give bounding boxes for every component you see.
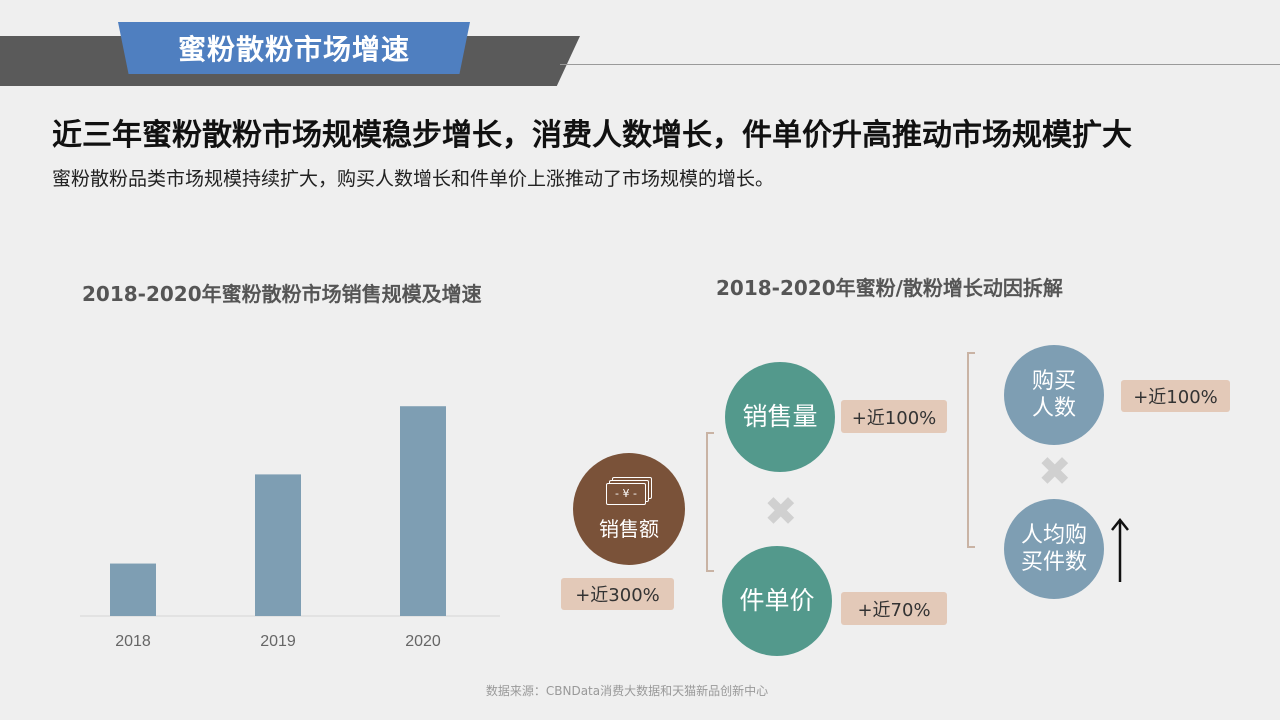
bar-2019: [255, 474, 301, 616]
subheadline: 蜜粉散粉品类市场规模持续扩大，购买人数增长和件单价上涨推动了市场规模的增长。: [52, 168, 775, 190]
sales-amount-circle: - ¥ - 销售额: [573, 453, 685, 565]
right-diagram-title: 2018-2020年蜜粉/散粉增长动因拆解: [716, 276, 1063, 300]
data-source: 数据来源：CBNData消费大数据和天猫新品创新中心: [485, 684, 769, 698]
bracket-right: [967, 352, 975, 548]
unit-price-circle: 件单价: [722, 546, 832, 656]
bracket-left: [706, 432, 714, 572]
buyers-label-line2: 人数: [1031, 396, 1076, 421]
money-stack-icon: - ¥ -: [604, 476, 654, 511]
unit-price-label: 件单价: [739, 586, 815, 616]
x-tick-label: 2020: [405, 633, 441, 650]
multiply-icon: ✖: [764, 489, 798, 535]
x-tick-label: 2018: [115, 633, 151, 650]
per-capita-label-line1: 人均购: [1020, 522, 1087, 548]
multiply-icon: ✖: [1038, 449, 1072, 495]
bar-2020: [400, 406, 446, 616]
left-chart-title: 2018-2020年蜜粉散粉市场销售规模及增速: [82, 282, 482, 306]
sales-amount-growth-tag: +近300%: [561, 578, 674, 610]
sales-volume-circle: 销售量: [725, 362, 835, 472]
headline: 近三年蜜粉散粉市场规模稳步增长，消费人数增长，件单价升高推动市场规模扩大: [52, 118, 1132, 153]
per-capita-circle: 人均购 买件数: [1004, 499, 1104, 599]
sales-amount-label: 销售额: [599, 516, 659, 541]
header-divider: [560, 64, 1280, 65]
sales-volume-growth-tag: +近100%: [841, 400, 947, 433]
buyers-circle: 购买 人数: [1004, 345, 1104, 445]
bar-chart: 2018 2019 2020: [80, 406, 500, 650]
per-capita-label-line2: 买件数: [1020, 550, 1087, 575]
unit-price-growth-tag: +近70%: [841, 592, 947, 625]
buyers-growth-tag: +近100%: [1121, 380, 1230, 412]
section-title: 蜜粉散粉市场增速: [118, 22, 470, 74]
sales-volume-label: 销售量: [742, 402, 818, 432]
x-tick-label: 2019: [260, 633, 296, 650]
up-arrow-icon: [1111, 517, 1129, 582]
buyers-label-line1: 购买: [1031, 368, 1076, 394]
bar-2018: [110, 563, 156, 616]
